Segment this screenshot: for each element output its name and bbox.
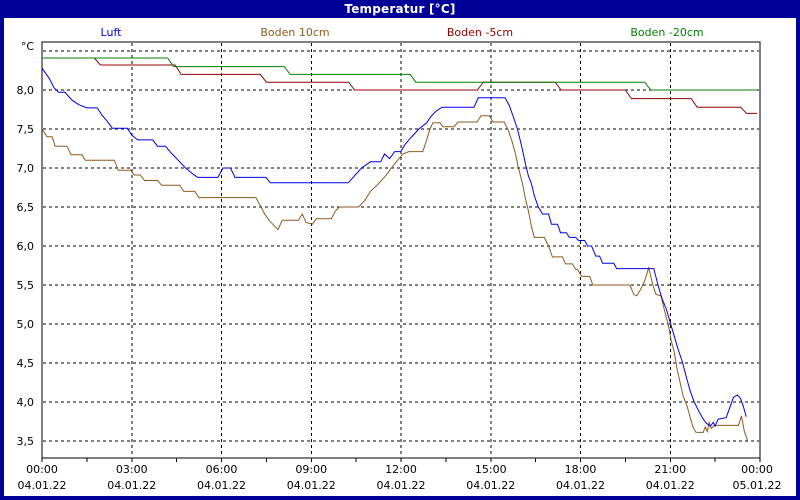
legend-item-boden-10cm: Boden 10cm xyxy=(260,26,330,39)
x-tick-time: 18:00 xyxy=(565,463,597,476)
legend-item-boden-20cm: Boden -20cm xyxy=(630,26,704,39)
series-boden-20cm xyxy=(42,57,757,91)
x-tick-time: 03:00 xyxy=(116,463,148,476)
x-tick-date: 04.01.22 xyxy=(556,479,605,492)
legend-item-luft: Luft xyxy=(100,26,122,39)
y-tick-label: 6,0 xyxy=(17,240,35,253)
chart-panel xyxy=(4,18,796,496)
x-tick-time: 09:00 xyxy=(295,463,327,476)
y-tick-label: 5,0 xyxy=(17,318,35,331)
x-tick-date: 05.01.22 xyxy=(733,479,782,492)
x-tick-date: 04.01.22 xyxy=(377,479,426,492)
series-boden-5cm xyxy=(42,57,757,114)
x-tick-date: 04.01.22 xyxy=(107,479,156,492)
series-luft xyxy=(41,67,747,428)
x-tick-time: 00:00 xyxy=(26,463,58,476)
x-tick-time: 21:00 xyxy=(654,463,686,476)
x-tick-date: 04.01.22 xyxy=(646,479,695,492)
window-title: Temperatur [°C] xyxy=(344,2,456,16)
y-tick-label: 7,0 xyxy=(17,162,35,175)
window-titlebar[interactable]: Temperatur [°C] xyxy=(0,0,800,18)
y-tick-label: 7,5 xyxy=(17,123,35,136)
y-tick-label: 5,5 xyxy=(17,279,35,292)
x-tick-date: 04.01.22 xyxy=(287,479,336,492)
x-tick-date: 04.01.22 xyxy=(197,479,246,492)
x-tick-time: 12:00 xyxy=(385,463,417,476)
y-axis-unit: °C xyxy=(21,40,35,53)
y-tick-label: 4,5 xyxy=(17,357,35,370)
legend-item-boden-5cm: Boden -5cm xyxy=(446,26,514,39)
y-tick-label: 4,0 xyxy=(17,396,35,409)
y-tick-label: 3,5 xyxy=(17,435,35,448)
y-tick-label: 6,5 xyxy=(17,201,35,214)
x-tick-date: 04.01.22 xyxy=(18,479,67,492)
y-tick-label: 8,0 xyxy=(17,84,35,97)
series-boden-10cm xyxy=(41,115,748,441)
x-tick-time: 00:00 xyxy=(741,463,773,476)
x-tick-time: 15:00 xyxy=(475,463,507,476)
x-tick-time: 06:00 xyxy=(206,463,238,476)
x-tick-date: 04.01.22 xyxy=(466,479,515,492)
